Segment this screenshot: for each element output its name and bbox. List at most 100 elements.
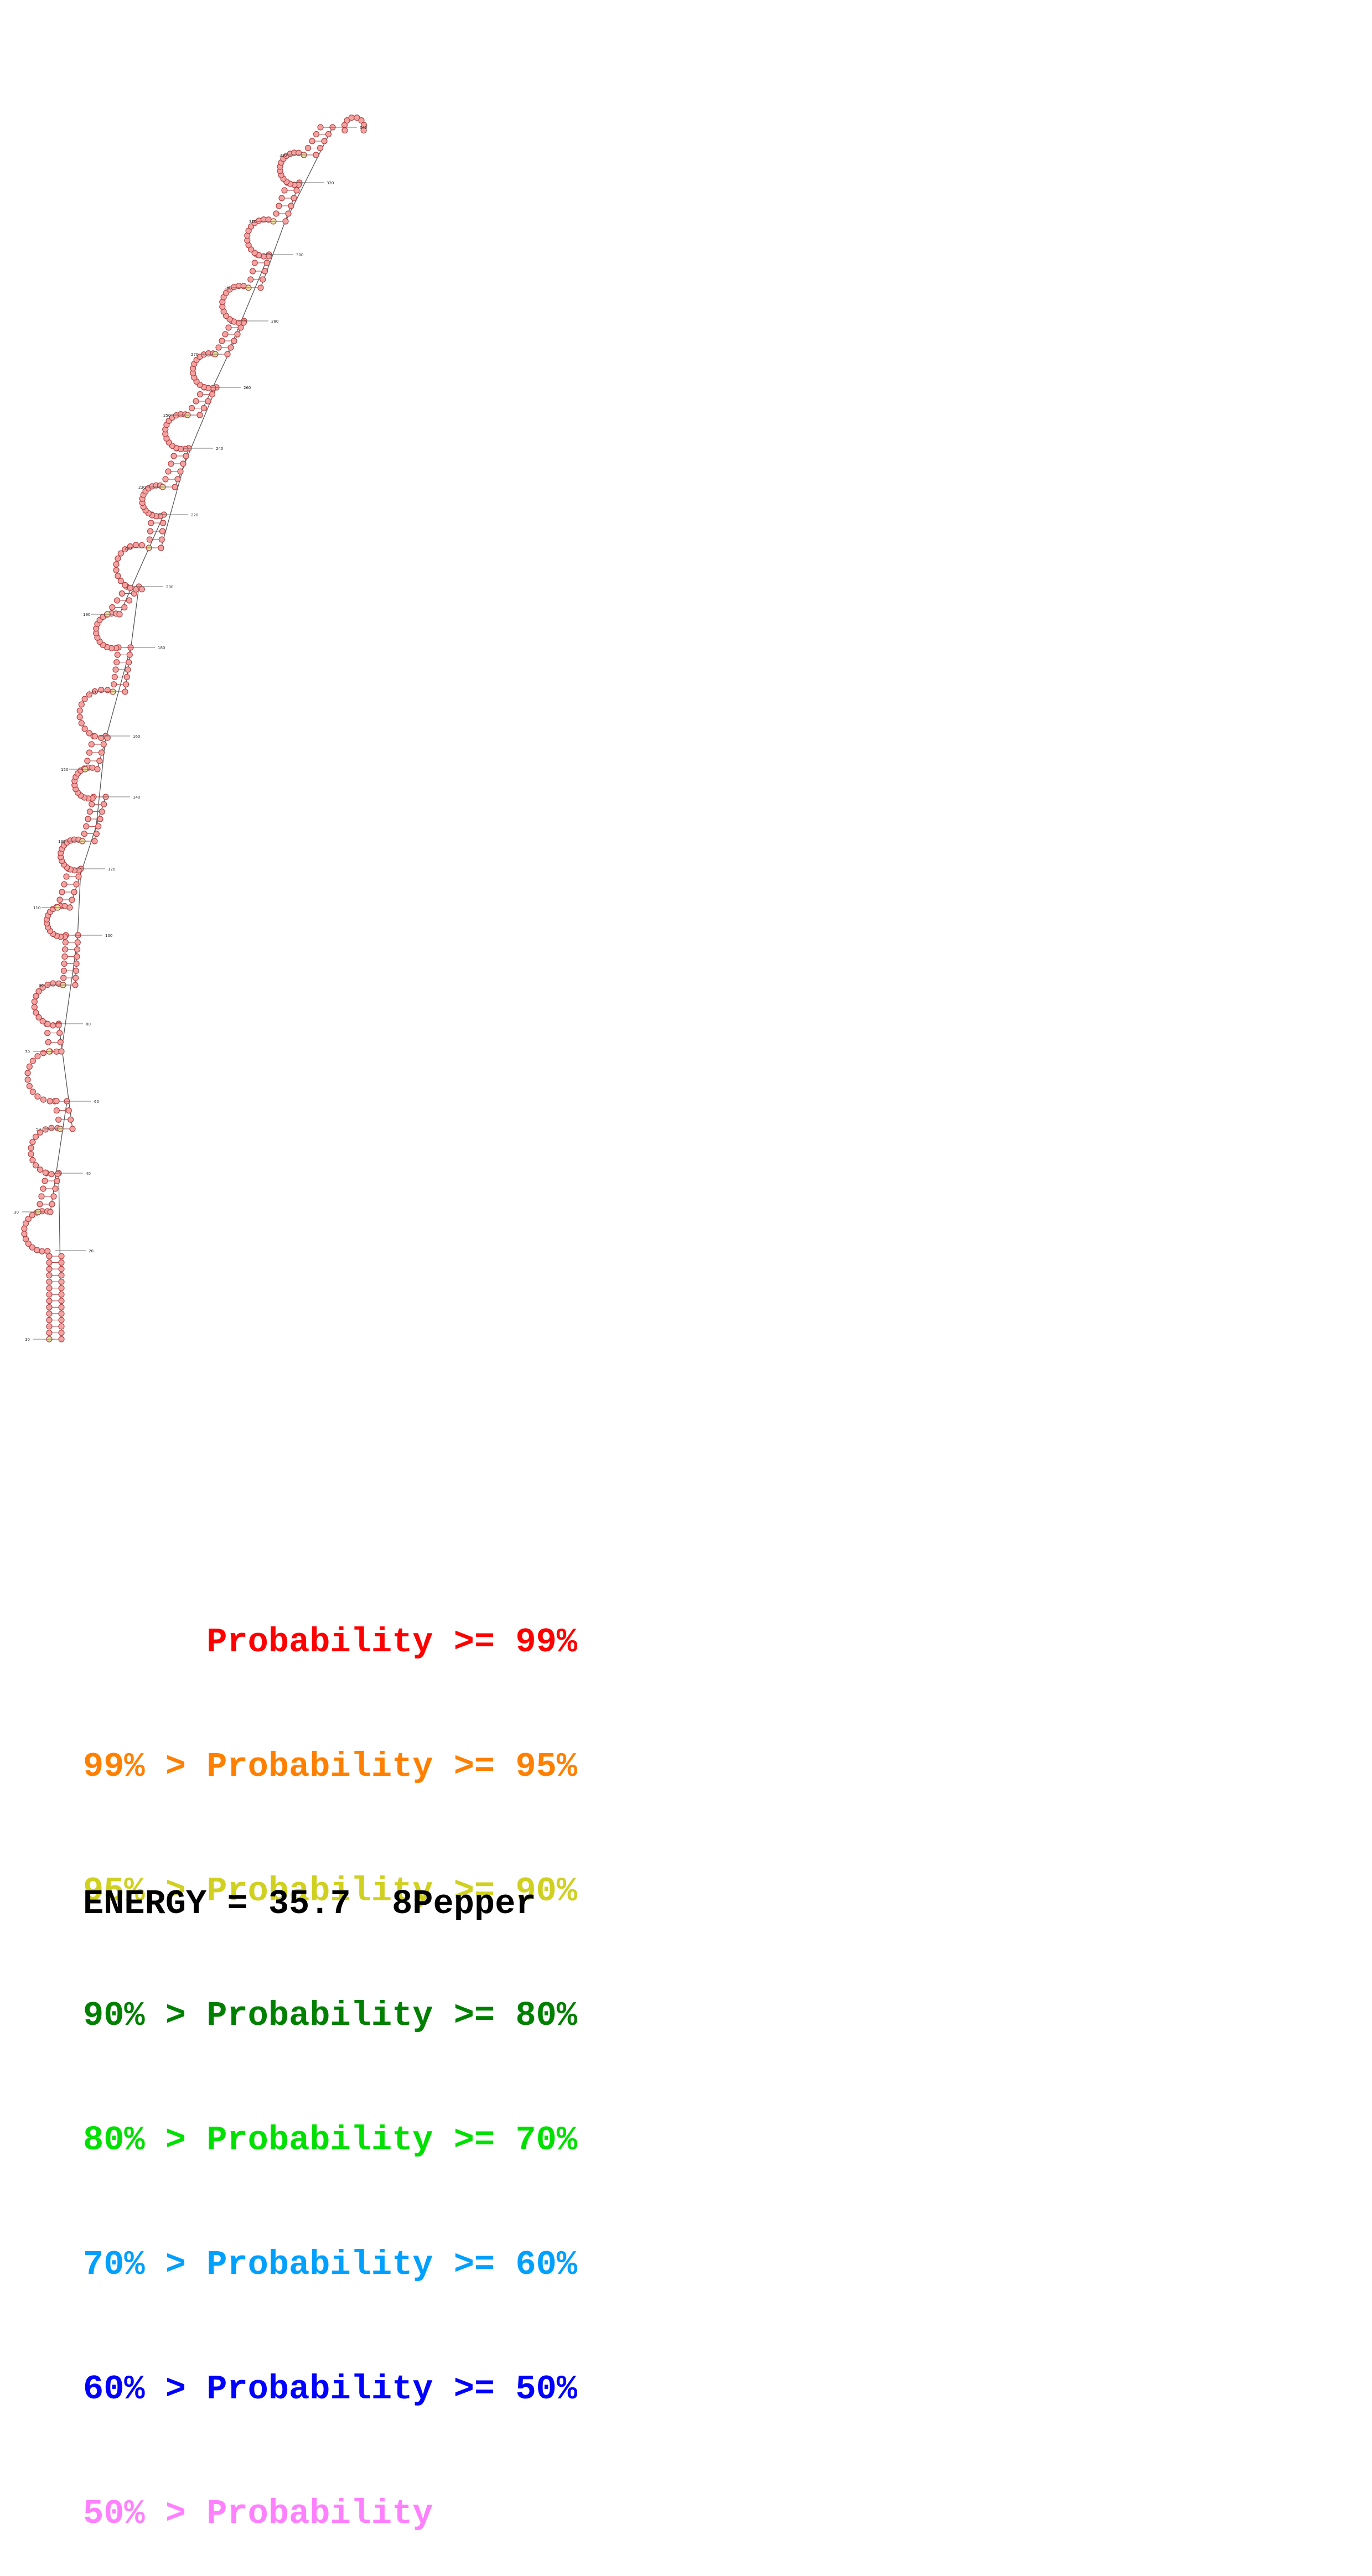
nucleotide bbox=[115, 573, 121, 579]
nucleotide bbox=[75, 873, 82, 880]
nucleotide bbox=[276, 203, 282, 209]
nucleotide bbox=[215, 344, 222, 351]
nucleotide bbox=[138, 542, 145, 548]
nucleotide bbox=[113, 659, 120, 666]
nucleotide bbox=[358, 117, 365, 124]
nucleotide bbox=[21, 1231, 28, 1237]
nucleotide bbox=[227, 344, 234, 351]
nucleotide bbox=[32, 1133, 39, 1140]
nucleotide bbox=[46, 1266, 53, 1272]
position-label: 220 bbox=[191, 513, 198, 517]
nucleotide bbox=[35, 1014, 42, 1021]
nucleotide bbox=[22, 1236, 29, 1242]
nucleotide bbox=[46, 1098, 53, 1105]
nucleotide bbox=[32, 1162, 39, 1169]
nucleotide bbox=[126, 659, 132, 666]
position-label: 80 bbox=[86, 1022, 91, 1027]
nucleotide bbox=[46, 1323, 53, 1330]
nucleotide bbox=[73, 975, 79, 981]
probability-legend: Probability >= 99% 99% > Probability >= … bbox=[83, 1538, 577, 2576]
nucleotide bbox=[37, 1129, 44, 1136]
nucleotide bbox=[109, 604, 116, 611]
nucleotide bbox=[146, 536, 153, 543]
nucleotide bbox=[40, 1050, 47, 1056]
position-label: 280 bbox=[271, 319, 278, 324]
nucleotide bbox=[61, 881, 68, 888]
nucleotide bbox=[59, 889, 65, 895]
nucleotide bbox=[263, 260, 270, 266]
nucleotide bbox=[72, 982, 79, 988]
nucleotide bbox=[188, 405, 195, 412]
position-label: 150 bbox=[61, 768, 68, 772]
nucleotide bbox=[126, 597, 133, 604]
nucleotide bbox=[34, 1093, 41, 1100]
nucleotide bbox=[180, 460, 187, 467]
nucleotide bbox=[84, 758, 91, 764]
nucleotide bbox=[50, 1022, 56, 1029]
nucleotide bbox=[162, 476, 169, 483]
position-label: 200 bbox=[166, 585, 173, 589]
nucleotide bbox=[113, 597, 121, 604]
nucleotide bbox=[44, 1030, 51, 1036]
nucleotide bbox=[288, 203, 294, 209]
nucleotide bbox=[123, 673, 130, 680]
nucleotide bbox=[100, 741, 107, 748]
nucleotide bbox=[282, 218, 289, 225]
nucleotide bbox=[39, 984, 46, 991]
nucleotide bbox=[66, 904, 73, 911]
nucleotide bbox=[81, 696, 88, 702]
nucleotide bbox=[231, 338, 237, 344]
nucleotide bbox=[278, 195, 285, 201]
nucleotide bbox=[46, 1285, 53, 1292]
nucleotide bbox=[97, 816, 103, 822]
position-label: 10 bbox=[25, 1338, 30, 1342]
nucleotide bbox=[293, 187, 300, 194]
nucleotide bbox=[114, 651, 121, 658]
position-label: 290 bbox=[224, 286, 231, 291]
nucleotide bbox=[251, 260, 258, 266]
nucleotide bbox=[86, 808, 93, 815]
nucleotide bbox=[83, 823, 90, 830]
nucleotide bbox=[177, 468, 184, 475]
nucleotide bbox=[52, 1185, 59, 1192]
nucleotide bbox=[99, 808, 105, 815]
nucleotide bbox=[325, 131, 332, 138]
nucleotides bbox=[21, 115, 367, 1343]
nucleotide bbox=[58, 1278, 65, 1285]
nucleotide bbox=[193, 398, 199, 405]
nucleotide bbox=[93, 831, 100, 837]
nucleotide bbox=[98, 749, 105, 756]
position-label: 110 bbox=[33, 906, 40, 910]
nucleotide bbox=[48, 1124, 55, 1131]
nucleotide bbox=[69, 1126, 76, 1132]
nucleotide bbox=[224, 351, 231, 357]
nucleotide bbox=[281, 187, 288, 194]
nucleotide bbox=[172, 484, 178, 490]
energy-line: ENERGY = 35.7 8Pepper bbox=[83, 1884, 536, 1924]
nucleotide bbox=[65, 1107, 72, 1114]
position-label: 320 bbox=[327, 181, 334, 185]
nucleotide bbox=[58, 1310, 65, 1317]
nucleotide bbox=[174, 476, 181, 483]
nucleotide bbox=[58, 1048, 65, 1055]
nucleotide bbox=[46, 1272, 53, 1279]
nucleotide bbox=[74, 953, 80, 960]
nucleotide bbox=[317, 144, 324, 152]
nucleotide bbox=[86, 749, 93, 756]
nucleotide bbox=[113, 567, 120, 573]
nucleotide bbox=[116, 611, 123, 618]
nucleotide bbox=[33, 993, 39, 999]
position-label: 40 bbox=[86, 1172, 91, 1176]
nucleotide bbox=[58, 1336, 65, 1343]
nucleotide bbox=[122, 546, 128, 553]
backbone-segment bbox=[61, 935, 79, 1052]
nucleotide bbox=[49, 1201, 55, 1207]
nucleotide bbox=[74, 939, 81, 946]
legend-row-7: 60% > Probability >= 50% bbox=[83, 2370, 577, 2409]
nucleotide bbox=[123, 681, 130, 688]
backbone-segment bbox=[119, 514, 164, 615]
nucleotide bbox=[115, 555, 121, 562]
nucleotide bbox=[313, 152, 319, 158]
nucleotide bbox=[54, 1178, 60, 1184]
legend-row-1: Probability >= 99% bbox=[83, 1623, 577, 1662]
